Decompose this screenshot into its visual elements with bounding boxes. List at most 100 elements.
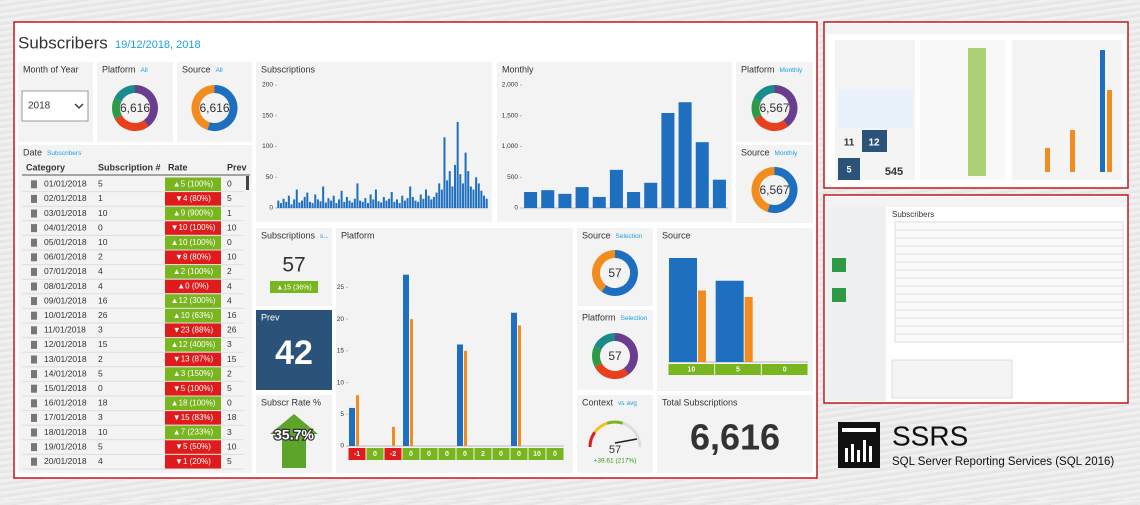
tile-filter: vs avg [618, 400, 637, 407]
diff-cell [438, 448, 456, 460]
tile-title: Source [662, 230, 691, 240]
rate-value: 35.7% [274, 427, 314, 443]
thumb-bar [1045, 148, 1050, 172]
bar [324, 202, 327, 208]
bar [290, 204, 293, 208]
rate-cell [165, 352, 221, 367]
thumb-kpi [838, 158, 860, 180]
page-title: Subscribers [18, 33, 108, 52]
bar [477, 183, 480, 208]
donut-total: 57 [608, 266, 622, 280]
cell-subs: 3 [98, 412, 103, 422]
bar [345, 196, 348, 208]
row-icon [31, 194, 37, 203]
y-tick-label: 1,500 [502, 112, 519, 119]
cell-subs: 15 [98, 339, 108, 349]
cell-rate: ▼15 (83%) [173, 413, 214, 422]
cell-subs: 5 [98, 368, 103, 378]
bar [410, 319, 413, 446]
bar [406, 198, 409, 208]
y-tick-label: 150 [262, 112, 273, 119]
row-icon [31, 413, 37, 422]
rate-cell [165, 221, 221, 235]
donut-segment [114, 114, 149, 131]
bar [372, 199, 375, 208]
bar [432, 196, 435, 208]
row-icon [31, 180, 37, 189]
thumb-bar [1070, 130, 1075, 172]
bar [369, 194, 372, 208]
tile-title: Source [741, 147, 770, 157]
bar [343, 201, 346, 208]
cell-rate: ▼5 (50%) [175, 442, 211, 451]
y-tick-label: 1,000 [502, 143, 519, 150]
row-icon [31, 428, 37, 437]
bar [422, 198, 425, 208]
tile-filter: Monthly [775, 150, 799, 157]
rate-cell [165, 192, 221, 206]
bar [511, 312, 517, 446]
cell-prev: 15 [227, 354, 237, 364]
tile [256, 310, 332, 390]
bar [301, 200, 304, 208]
cell-rate: ▼13 (87%) [173, 355, 214, 364]
donut-segment [112, 98, 123, 120]
bar [609, 169, 623, 208]
bar [403, 274, 409, 446]
diff-label: 0 [373, 451, 377, 458]
diff-label: 0 [783, 366, 787, 373]
cell-date: 03/01/2018 [44, 208, 87, 218]
cell-prev: 0 [227, 398, 232, 408]
donut-segment [614, 333, 638, 375]
bar [480, 190, 483, 208]
row-icon [31, 355, 37, 364]
diff-label: 0 [409, 451, 413, 458]
cell-prev: 10 [227, 252, 237, 262]
y-tick-label: 0 [514, 205, 518, 212]
thumb-sidebar [826, 207, 886, 401]
diff-label: 0 [427, 451, 431, 458]
cell-prev: 5 [227, 456, 232, 466]
bar [459, 174, 462, 208]
bar [361, 201, 364, 208]
tile-filter: s... [320, 233, 329, 240]
kpi-badge [270, 281, 318, 293]
cell-subs: 18 [98, 398, 108, 408]
bar [695, 142, 709, 208]
row-icon [31, 384, 37, 393]
tile-title: Subscriptions [261, 230, 316, 240]
bar [316, 199, 319, 208]
cell-date: 14/01/2018 [44, 368, 87, 378]
bar [518, 325, 521, 446]
bar [457, 344, 463, 446]
bar [319, 201, 322, 208]
diff-cell [366, 448, 384, 460]
cell-date: 13/01/2018 [44, 354, 87, 364]
window-bar [826, 24, 1126, 34]
bar [287, 195, 290, 208]
cell-prev: 3 [227, 427, 232, 437]
y-tick-label: 25 [337, 284, 345, 291]
thumb-kpi-value: 11 [844, 138, 855, 149]
row-icon [31, 297, 37, 306]
cell-prev: 5 [227, 383, 232, 393]
bar [340, 190, 343, 208]
bar [392, 426, 395, 446]
rate-cell [165, 367, 221, 381]
bar [448, 171, 451, 208]
donut-segment [191, 85, 215, 130]
diff-label: 0 [517, 451, 521, 458]
donut-total: 57 [608, 349, 622, 363]
row-icon [31, 326, 37, 335]
bar [366, 203, 369, 208]
bar [356, 183, 359, 208]
y-tick-label: 0 [340, 443, 344, 450]
thumb-kpi [862, 130, 887, 152]
bar [337, 199, 340, 208]
row-icon [31, 399, 37, 408]
bar [393, 201, 396, 208]
donut-segment [767, 167, 798, 213]
cell-rate: ▲0 (0%) [177, 282, 209, 291]
cell-rate: ▲18 (100%) [171, 398, 216, 407]
bar [464, 152, 467, 208]
